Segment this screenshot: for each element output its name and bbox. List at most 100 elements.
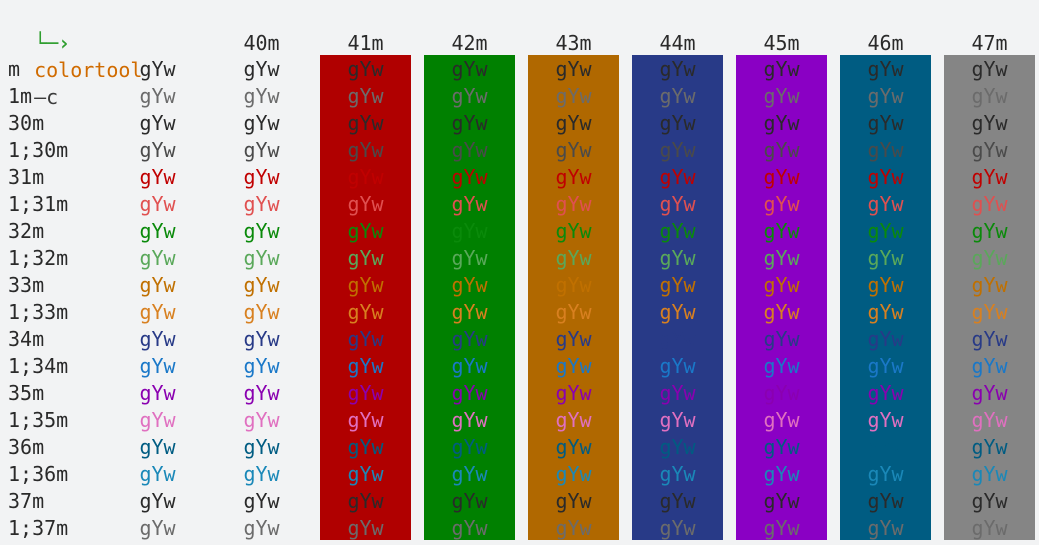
color-sample: gYw: [139, 408, 176, 432]
color-sample: gYw: [555, 57, 592, 81]
color-sample: gYw: [243, 327, 280, 351]
color-sample: gYw: [971, 192, 1008, 216]
color-sample: gYw: [243, 84, 280, 108]
color-sample: gYw: [555, 273, 592, 297]
color-sample: gYw: [763, 246, 800, 270]
color-sample: gYw: [243, 165, 280, 189]
color-sample: gYw: [763, 300, 800, 324]
color-sample: gYw: [971, 300, 1008, 324]
color-sample: gYw: [347, 138, 384, 162]
color-sample: gYw: [555, 192, 592, 216]
color-sample: gYw: [451, 111, 488, 135]
row-label: 1;33m: [8, 300, 69, 324]
color-sample: gYw: [243, 381, 280, 405]
color-sample: gYw: [971, 462, 1008, 486]
row-label: 37m: [8, 489, 45, 513]
color-sample: gYw: [971, 57, 1008, 81]
row-label: 33m: [8, 273, 45, 297]
color-sample: gYw: [659, 462, 696, 486]
color-sample: gYw: [451, 408, 488, 432]
color-sample: gYw: [763, 381, 800, 405]
color-sample: gYw: [659, 192, 696, 216]
column-header: 41m: [347, 31, 384, 55]
color-sample: gYw: [971, 354, 1008, 378]
color-sample: gYw: [971, 219, 1008, 243]
row-label: 1m: [8, 84, 33, 108]
color-sample: gYw: [347, 435, 384, 459]
color-sample: gYw: [659, 435, 696, 459]
color-sample: gYw: [659, 381, 696, 405]
color-sample: gYw: [763, 138, 800, 162]
color-sample: gYw: [971, 381, 1008, 405]
color-sample: gYw: [763, 111, 800, 135]
color-sample: gYw: [971, 111, 1008, 135]
color-sample: gYw: [243, 138, 280, 162]
color-sample: gYw: [243, 300, 280, 324]
color-sample: gYw: [347, 462, 384, 486]
color-sample: gYw: [139, 192, 176, 216]
color-sample: gYw: [451, 327, 488, 351]
column-header: 45m: [763, 31, 800, 55]
column-header: 44m: [659, 31, 696, 55]
color-sample: gYw: [451, 246, 488, 270]
color-sample: gYw: [867, 327, 904, 351]
color-sample: gYw: [659, 354, 696, 378]
color-sample: gYw: [555, 408, 592, 432]
color-sample: gYw: [763, 354, 800, 378]
color-sample: gYw: [347, 192, 384, 216]
color-sample: gYw: [451, 381, 488, 405]
color-sample: gYw: [867, 192, 904, 216]
color-sample: gYw: [659, 300, 696, 324]
row-label: 34m: [8, 327, 45, 351]
background-swatch: [424, 55, 515, 540]
color-sample: gYw: [555, 516, 592, 540]
row-label: 1;37m: [8, 516, 69, 540]
color-sample: gYw: [347, 84, 384, 108]
color-sample: gYw: [139, 516, 176, 540]
color-sample: gYw: [555, 435, 592, 459]
color-sample: gYw: [763, 192, 800, 216]
color-sample: gYw: [971, 165, 1008, 189]
color-sample: gYw: [347, 165, 384, 189]
color-sample: gYw: [659, 327, 696, 351]
row-label: 30m: [8, 111, 45, 135]
color-sample: gYw: [763, 273, 800, 297]
color-sample: gYw: [451, 84, 488, 108]
color-sample: gYw: [971, 516, 1008, 540]
color-sample: gYw: [971, 84, 1008, 108]
color-sample: gYw: [451, 489, 488, 513]
color-sample: gYw: [347, 57, 384, 81]
color-sample: gYw: [763, 489, 800, 513]
color-sample: gYw: [867, 354, 904, 378]
color-sample: gYw: [555, 300, 592, 324]
color-sample: gYw: [451, 219, 488, 243]
color-sample: gYw: [555, 84, 592, 108]
color-sample: gYw: [451, 57, 488, 81]
color-sample: gYw: [659, 111, 696, 135]
background-swatch: [736, 55, 827, 540]
color-sample: gYw: [763, 165, 800, 189]
color-sample: gYw: [243, 57, 280, 81]
color-sample: gYw: [347, 489, 384, 513]
color-sample: gYw: [243, 354, 280, 378]
row-label: 1;30m: [8, 138, 69, 162]
background-swatch: [528, 55, 619, 540]
color-sample: gYw: [243, 273, 280, 297]
color-sample: gYw: [451, 354, 488, 378]
color-sample: gYw: [555, 138, 592, 162]
color-sample: gYw: [971, 246, 1008, 270]
color-sample: gYw: [867, 381, 904, 405]
column-header: 43m: [555, 31, 592, 55]
row-label: 1;32m: [8, 246, 69, 270]
color-sample: gYw: [659, 138, 696, 162]
color-sample: gYw: [971, 408, 1008, 432]
color-sample: gYw: [139, 57, 176, 81]
color-sample: gYw: [763, 435, 800, 459]
color-sample: gYw: [139, 138, 176, 162]
color-sample: gYw: [971, 489, 1008, 513]
color-sample: gYw: [139, 219, 176, 243]
color-sample: gYw: [139, 327, 176, 351]
column-header: 47m: [971, 31, 1008, 55]
color-sample: gYw: [451, 165, 488, 189]
color-sample: gYw: [555, 219, 592, 243]
